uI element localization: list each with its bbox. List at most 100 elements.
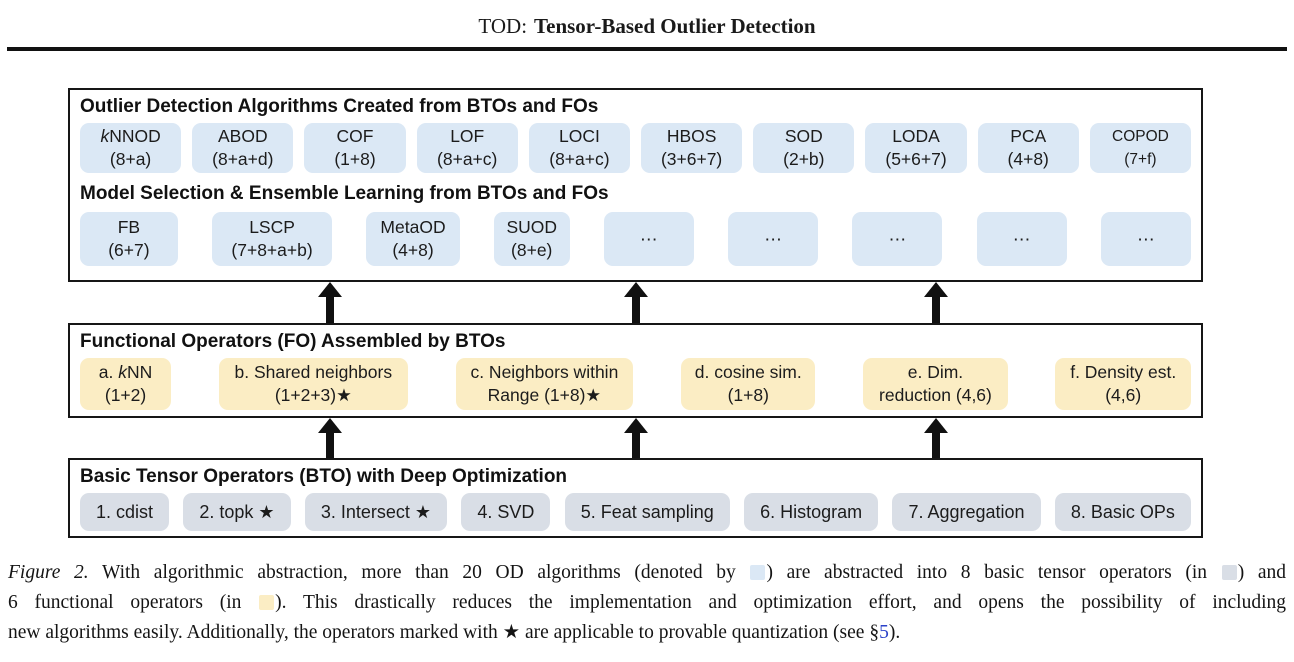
ensemble-name: SUOD <box>506 217 557 237</box>
ensemble-name: ⋯ <box>1137 228 1155 249</box>
functional-operators-header: Functional Operators (FO) Assembled by B… <box>80 331 506 352</box>
functional-operator-chip: a. kNN (1+2) <box>80 358 172 410</box>
arrow-head <box>318 418 342 433</box>
algorithm-name: LODA <box>892 126 940 146</box>
arrow-shaft <box>632 297 640 323</box>
algorithms-header: Outlier Detection Algorithms Created fro… <box>80 96 599 117</box>
ensemble-name: LSCP <box>249 217 295 237</box>
bto-name: 8. Basic OPs <box>1070 501 1175 522</box>
operator-name: a. kNN <box>98 362 153 382</box>
algorithm-composition: (5+6+7) <box>885 149 947 169</box>
ensemble-chip: ⋯ <box>852 212 943 266</box>
algorithm-composition: (8+a+c) <box>437 149 498 169</box>
algorithm-name: COPOD <box>1112 128 1169 145</box>
ensemble-name: ⋯ <box>1012 228 1031 249</box>
ensemble-composition: (6+7) <box>108 240 150 260</box>
algorithm-chip: COPOD (7+f) <box>1089 123 1192 173</box>
caption-text: With algorithmic abstraction, more than … <box>88 562 750 583</box>
algorithms-panel: Outlier Detection Algorithms Created fro… <box>68 88 1203 282</box>
operator-name: e. Dim. <box>907 362 964 382</box>
algorithm-composition: (8+a) <box>109 149 152 169</box>
algorithm-chip: LOF (8+a+c) <box>416 123 518 173</box>
bto-name: 4. SVD <box>477 501 535 522</box>
bto-chip: 8. Basic OPs <box>1054 493 1191 531</box>
ensemble-chip: ⋯ <box>603 212 694 266</box>
ensemble-composition: (4+8) <box>392 240 434 260</box>
bto-chip: 2. topk ★ <box>183 493 291 531</box>
ensemble-chip: LSCP (7+8+a+b) <box>212 212 333 266</box>
ensemble-chip: ⋯ <box>728 212 819 266</box>
algorithm-name: PCA <box>1010 126 1047 146</box>
ensemble-name: ⋯ <box>764 228 782 249</box>
bto-chip-row: 1. cdist 2. topk ★ 3. Intersect ★ 4. SVD… <box>80 493 1191 531</box>
ensemble-chip: ⋯ <box>1100 212 1191 266</box>
ensemble-composition: (7+8+a+b) <box>231 240 313 260</box>
algorithm-chip: COF (1+8) <box>304 123 406 173</box>
algorithm-name: ABOD <box>218 126 268 146</box>
operator-composition: (1+8) <box>727 385 769 405</box>
algorithm-name: LOF <box>450 126 485 146</box>
caption-text: ) are abstracted into 8 basic tensor ope… <box>766 562 1221 583</box>
operator-composition: reduction (4,6) <box>879 385 992 405</box>
bto-name: 6. Histogram <box>760 501 863 522</box>
section-5-link[interactable]: 5 <box>879 622 889 643</box>
functional-operators-panel: Functional Operators (FO) Assembled by B… <box>68 323 1203 418</box>
caption-text: ) and <box>1237 562 1287 583</box>
arrow-head <box>924 282 948 297</box>
ensemble-chip-row: FB (6+7) LSCP (7+8+a+b) MetaOD (4+8) SUO… <box>80 212 1191 266</box>
algorithm-composition: (8+a+d) <box>212 149 274 169</box>
ensemble-chip: SUOD (8+e) <box>493 212 570 266</box>
fo-to-algorithms-arrows <box>68 282 1203 323</box>
bto-chip: 5. Feat sampling <box>564 493 730 531</box>
ensemble-name: ⋯ <box>640 228 658 249</box>
caption-line-1: Figure 2. With algorithmic abstraction, … <box>8 558 1286 588</box>
algorithm-name: SOD <box>784 126 823 146</box>
up-arrow <box>318 418 342 458</box>
bto-chip: 4. SVD <box>461 493 551 531</box>
operator-name: b. Shared neighbors <box>234 362 393 382</box>
blue-legend-swatch <box>750 565 766 580</box>
algorithm-composition: (4+8) <box>1007 149 1049 169</box>
figure-label: Figure 2. <box>8 562 89 583</box>
functional-operator-chip: c. Neighbors within Range (1+8)★ <box>455 358 634 410</box>
bto-panel: Basic Tensor Operators (BTO) with Deep O… <box>68 458 1203 538</box>
up-arrow <box>624 418 648 458</box>
bto-header: Basic Tensor Operators (BTO) with Deep O… <box>80 466 568 487</box>
algorithm-composition: (8+a+c) <box>549 149 610 169</box>
ensemble-chip: MetaOD (4+8) <box>366 212 460 266</box>
operator-composition: (1+2) <box>104 385 147 405</box>
operator-composition: (1+2+3)★ <box>274 385 352 405</box>
bto-name: 1. cdist <box>96 501 154 522</box>
caption-line-3: new algorithms easily. Additionally, the… <box>8 618 1286 648</box>
ensemble-chip: FB (6+7) <box>80 212 178 266</box>
algorithm-chip: PCA (4+8) <box>977 123 1079 173</box>
bto-to-fo-arrows <box>68 418 1203 458</box>
up-arrow <box>924 282 948 323</box>
ensemble-name: ⋯ <box>888 228 907 249</box>
caption-text: ). This drastically reduces the implemen… <box>275 592 1286 613</box>
ensemble-header: Model Selection & Ensemble Learning from… <box>80 183 609 204</box>
bto-name: 5. Feat sampling <box>580 501 714 522</box>
functional-operator-chip: b. Shared neighbors (1+2+3)★ <box>218 358 408 410</box>
algorithm-composition: (2+b) <box>783 149 825 169</box>
title-prefix: TOD: <box>478 14 528 38</box>
up-arrow <box>924 418 948 458</box>
up-arrow <box>318 282 342 323</box>
algorithm-chip-row: kNNOD (8+a) ABOD (8+a+d) COF (1+8) LOF (… <box>80 123 1192 173</box>
paper-running-title: TOD: Tensor-Based Outlier Detection <box>0 13 1294 40</box>
arrow-shaft <box>326 433 334 458</box>
functional-operator-chip: e. Dim. reduction (4,6) <box>863 358 1008 410</box>
arrow-shaft <box>326 297 334 323</box>
arrow-head <box>624 418 648 433</box>
arrow-head <box>924 418 948 433</box>
algorithm-chip: LODA (5+6+7) <box>865 123 967 173</box>
ensemble-composition: (8+e) <box>511 240 553 260</box>
bto-chip: 6. Histogram <box>744 493 879 531</box>
caption-text: ). <box>888 622 901 643</box>
operator-name: d. cosine sim. <box>694 362 802 382</box>
caption-text: 6 functional operators (in <box>8 592 259 613</box>
arrow-shaft <box>932 433 940 458</box>
functional-operator-chip-row: a. kNN (1+2) b. Shared neighbors (1+2+3)… <box>80 358 1191 410</box>
operator-name: f. Density est. <box>1070 362 1177 382</box>
algorithm-composition: (3+6+7) <box>660 149 723 169</box>
